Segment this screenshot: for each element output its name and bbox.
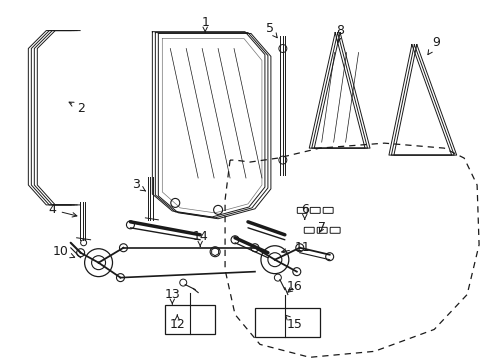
Circle shape — [84, 249, 112, 276]
Text: 1: 1 — [201, 16, 209, 32]
Circle shape — [91, 256, 105, 270]
Circle shape — [274, 274, 281, 281]
Text: 4: 4 — [49, 203, 77, 217]
Text: 14: 14 — [192, 230, 207, 246]
Text: 9: 9 — [427, 36, 439, 55]
Circle shape — [126, 221, 134, 229]
Circle shape — [278, 156, 286, 164]
Text: 11: 11 — [281, 241, 310, 254]
Circle shape — [230, 236, 239, 244]
Text: 5: 5 — [265, 22, 277, 38]
Text: 10: 10 — [53, 245, 75, 258]
FancyBboxPatch shape — [329, 227, 340, 233]
FancyBboxPatch shape — [323, 207, 332, 213]
Bar — [165, 305, 215, 334]
FancyBboxPatch shape — [309, 207, 320, 213]
Text: 3: 3 — [132, 179, 145, 192]
Circle shape — [213, 206, 222, 214]
Bar — [254, 307, 319, 337]
Text: 6: 6 — [300, 203, 308, 219]
Circle shape — [325, 253, 333, 261]
FancyBboxPatch shape — [317, 227, 326, 233]
Text: 2: 2 — [69, 102, 84, 115]
Text: 8: 8 — [335, 24, 343, 43]
Circle shape — [116, 274, 124, 282]
Circle shape — [267, 253, 281, 267]
Circle shape — [250, 244, 259, 252]
Circle shape — [292, 268, 300, 276]
Text: 7: 7 — [317, 221, 325, 234]
Circle shape — [81, 240, 86, 246]
Circle shape — [261, 246, 288, 274]
Circle shape — [170, 198, 180, 207]
Circle shape — [77, 249, 84, 257]
Circle shape — [278, 45, 286, 53]
Text: 16: 16 — [286, 280, 302, 293]
Circle shape — [210, 247, 220, 257]
Circle shape — [119, 244, 127, 252]
Circle shape — [180, 279, 186, 286]
Text: 15: 15 — [285, 315, 302, 331]
FancyBboxPatch shape — [304, 227, 314, 233]
Circle shape — [295, 244, 303, 252]
Text: 12: 12 — [169, 315, 185, 331]
FancyBboxPatch shape — [297, 207, 306, 213]
Text: 13: 13 — [164, 288, 180, 304]
